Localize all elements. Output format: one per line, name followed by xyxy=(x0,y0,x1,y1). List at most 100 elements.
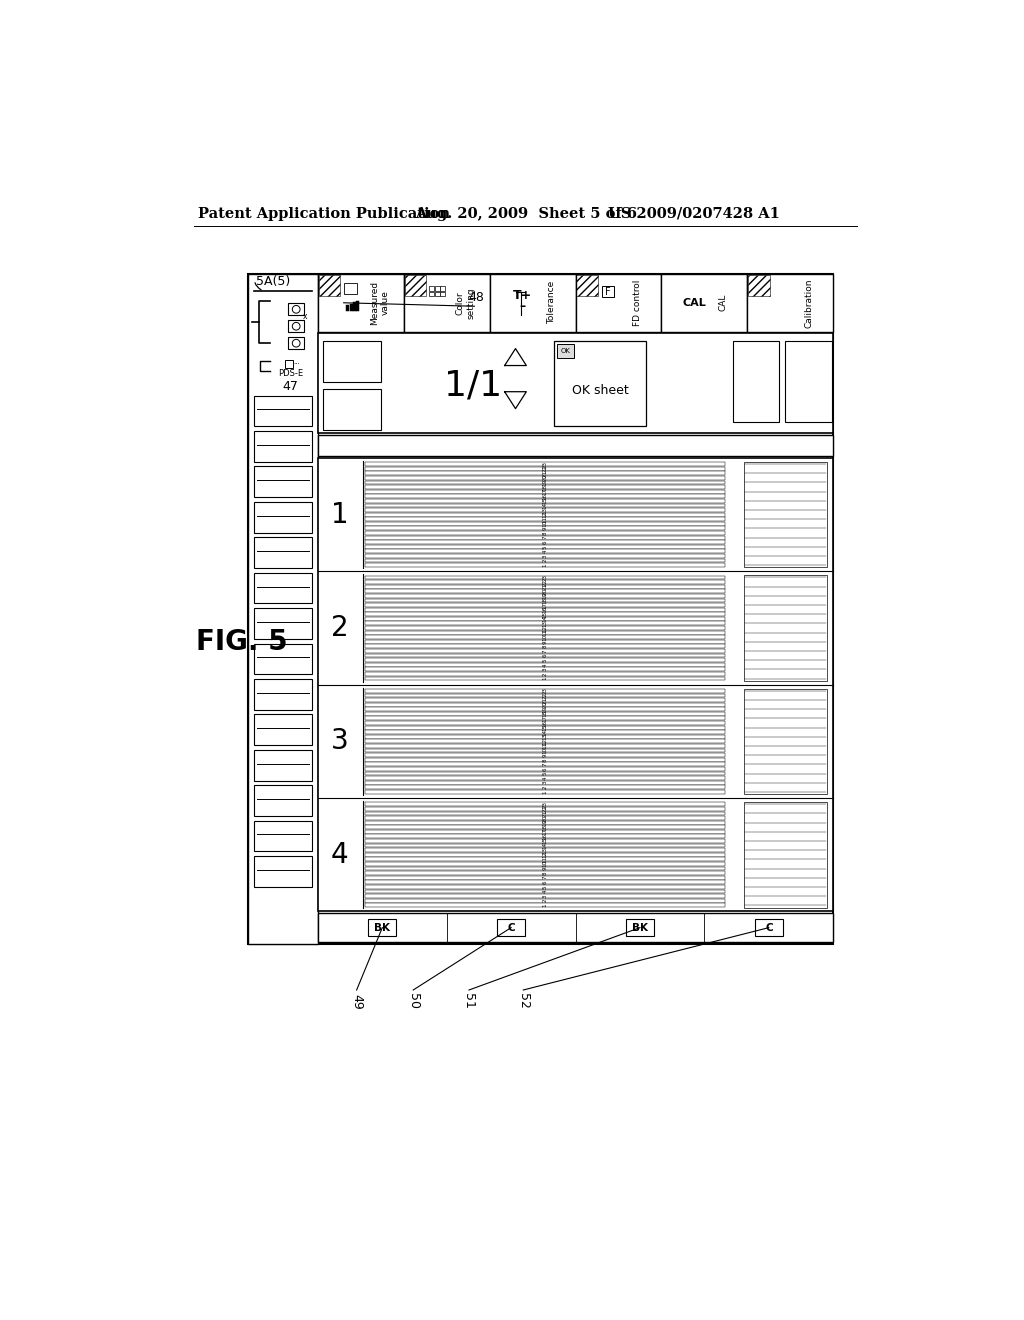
Bar xyxy=(557,345,574,358)
Text: 19: 19 xyxy=(543,479,548,486)
Text: 21: 21 xyxy=(543,697,548,704)
Bar xyxy=(289,321,304,333)
Bar xyxy=(440,286,445,290)
Bar xyxy=(254,537,311,568)
Text: 6: 6 xyxy=(543,653,548,657)
Text: 15: 15 xyxy=(543,725,548,731)
Text: 2: 2 xyxy=(543,672,548,676)
Text: 23: 23 xyxy=(543,574,548,581)
Bar xyxy=(366,494,725,498)
Bar xyxy=(366,821,725,825)
Polygon shape xyxy=(505,348,526,366)
Bar xyxy=(254,573,311,603)
Bar xyxy=(366,672,725,676)
Text: 20: 20 xyxy=(543,701,548,708)
Text: F: F xyxy=(605,286,611,297)
Bar xyxy=(366,644,725,648)
Bar xyxy=(366,564,725,568)
Bar xyxy=(366,508,725,512)
Bar xyxy=(289,304,304,315)
Bar xyxy=(366,653,725,657)
Text: 9: 9 xyxy=(543,867,548,870)
Bar xyxy=(366,612,725,616)
Text: 20: 20 xyxy=(543,587,548,595)
Text: 18: 18 xyxy=(543,710,548,717)
Bar xyxy=(403,275,489,331)
Bar xyxy=(254,785,311,816)
Bar xyxy=(366,785,725,789)
Bar xyxy=(289,337,304,350)
Bar xyxy=(366,663,725,667)
Text: 22: 22 xyxy=(543,805,548,812)
Text: CAL: CAL xyxy=(719,294,728,312)
Bar xyxy=(366,876,725,879)
Text: 22: 22 xyxy=(543,465,548,473)
Text: Calibration: Calibration xyxy=(805,279,814,327)
Text: 51: 51 xyxy=(463,994,475,1010)
Text: 17: 17 xyxy=(543,602,548,609)
Bar xyxy=(254,644,311,675)
Bar xyxy=(366,581,725,583)
Bar xyxy=(366,540,725,544)
Bar xyxy=(366,880,725,884)
Bar xyxy=(366,853,725,857)
Text: Tolerance: Tolerance xyxy=(547,281,556,325)
Text: PDS-E: PDS-E xyxy=(279,370,303,379)
Text: 15: 15 xyxy=(543,837,548,845)
Text: ...: ... xyxy=(293,359,300,366)
Text: 3: 3 xyxy=(543,668,548,671)
Bar xyxy=(366,616,725,620)
Bar xyxy=(366,467,725,471)
Bar xyxy=(489,275,575,331)
Text: 13: 13 xyxy=(543,507,548,513)
Bar xyxy=(366,862,725,866)
Text: 13: 13 xyxy=(543,846,548,854)
Text: 14: 14 xyxy=(543,842,548,849)
Text: 10: 10 xyxy=(543,520,548,527)
Text: 7: 7 xyxy=(543,536,548,540)
Bar xyxy=(254,466,311,498)
Text: 5: 5 xyxy=(543,772,548,775)
Text: Patent Application Publication: Patent Application Publication xyxy=(198,207,450,220)
Bar xyxy=(440,292,445,296)
Text: 1: 1 xyxy=(543,564,548,566)
Text: 11: 11 xyxy=(543,855,548,863)
Text: 2: 2 xyxy=(543,558,548,562)
Bar xyxy=(254,432,311,462)
Text: 5: 5 xyxy=(543,545,548,549)
Bar xyxy=(429,286,434,290)
Text: OK: OK xyxy=(561,348,570,354)
Text: 15: 15 xyxy=(543,498,548,504)
Text: 13: 13 xyxy=(543,620,548,627)
Text: BK: BK xyxy=(375,923,390,933)
Text: C: C xyxy=(507,923,515,933)
Text: 16: 16 xyxy=(543,719,548,726)
Text: –: – xyxy=(519,300,525,313)
Bar xyxy=(366,603,725,607)
Circle shape xyxy=(292,339,300,347)
Text: CAL: CAL xyxy=(682,298,706,308)
Bar xyxy=(366,789,725,793)
Bar xyxy=(366,527,725,531)
Bar xyxy=(366,622,725,626)
Bar xyxy=(366,503,725,507)
Text: FIG. 5: FIG. 5 xyxy=(197,628,288,656)
Bar xyxy=(366,585,725,589)
Bar xyxy=(366,884,725,888)
Bar xyxy=(366,521,725,525)
Text: 23: 23 xyxy=(543,461,548,467)
Bar xyxy=(248,275,317,944)
Text: 17: 17 xyxy=(543,828,548,836)
Text: 1: 1 xyxy=(331,500,348,528)
Bar xyxy=(366,735,725,739)
Text: 18: 18 xyxy=(543,597,548,605)
Bar xyxy=(366,477,725,479)
Text: 23: 23 xyxy=(543,688,548,694)
Bar xyxy=(366,812,725,816)
Text: 21: 21 xyxy=(543,583,548,590)
Text: 6: 6 xyxy=(543,880,548,884)
Bar xyxy=(366,462,725,466)
Bar xyxy=(317,275,403,331)
Text: 4: 4 xyxy=(543,663,548,667)
Bar xyxy=(366,517,725,521)
